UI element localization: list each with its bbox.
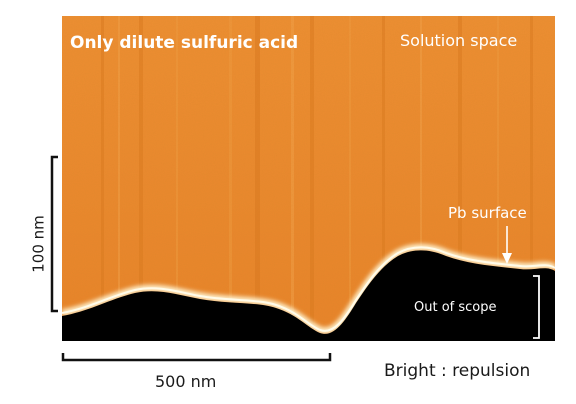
vertical-scale-label: 100 nm — [29, 215, 48, 273]
pb-surface-label: Pb surface — [448, 204, 527, 222]
figure-title: Only dilute sulfuric acid — [70, 33, 299, 53]
horizontal-scale-bar — [61, 353, 332, 362]
surface-line — [62, 246, 555, 332]
out-of-scope-label: Out of scope — [414, 300, 497, 315]
out-of-scope-region — [62, 250, 555, 341]
vertical-scale-bar — [50, 155, 58, 313]
solution-space-label: Solution space — [400, 31, 518, 50]
horizontal-scale-label: 500 nm — [155, 372, 217, 391]
contrast-note: Bright : repulsion — [384, 361, 531, 381]
out-of-scope-bracket — [533, 275, 540, 339]
surface-pointer-arrow-icon — [502, 226, 512, 264]
